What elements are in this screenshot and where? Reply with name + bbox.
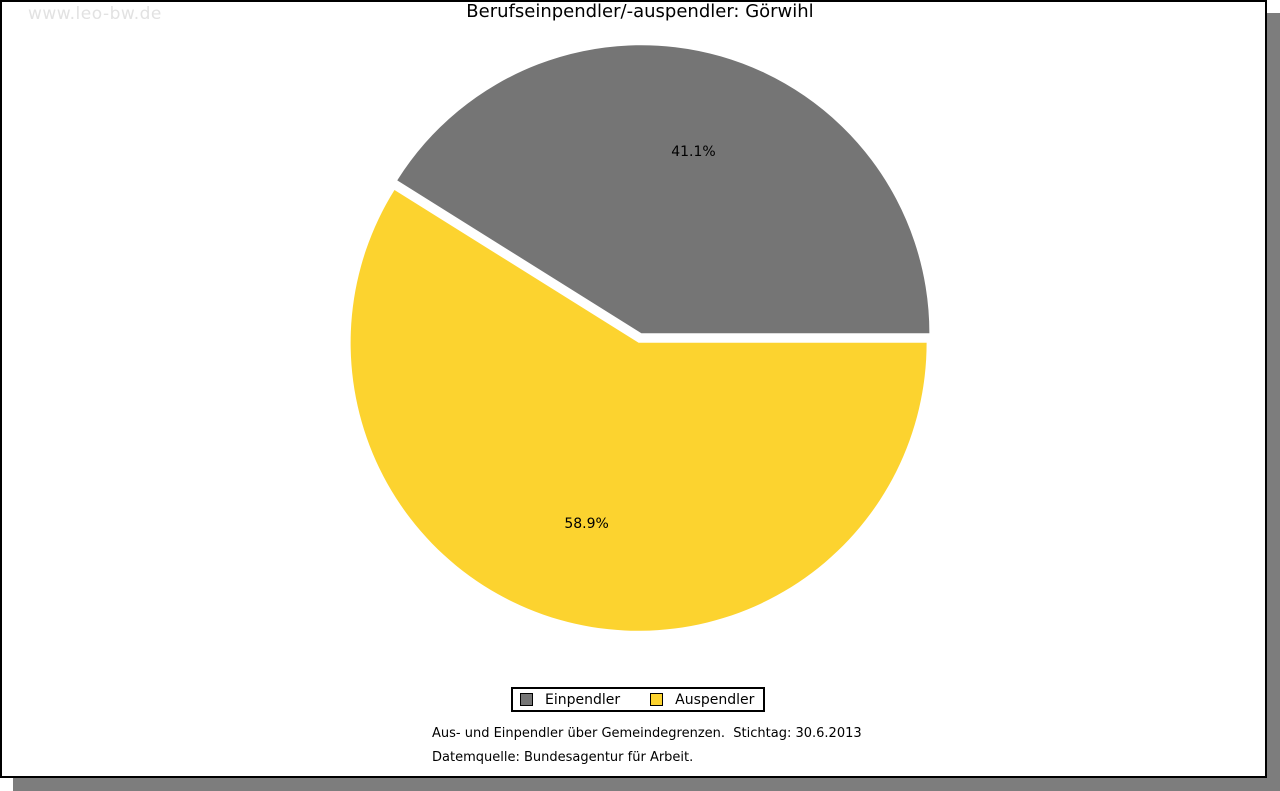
- pie-slice-percent-label-einpendler: 41.1%: [671, 144, 715, 160]
- legend-label-auspendler: Auspendler: [675, 691, 755, 708]
- chart-title: Berufseinpendler/-auspendler: Görwihl: [466, 1, 814, 22]
- legend-swatch-einpendler: [520, 693, 533, 706]
- pie-slice-einpendler: [397, 45, 930, 334]
- pie-slice-auspendler: [350, 190, 927, 631]
- legend-item-auspendler: Auspendler: [650, 692, 754, 708]
- legend-label-einpendler: Einpendler: [545, 691, 621, 708]
- legend-swatch-auspendler: [650, 693, 664, 706]
- legend-item-einpendler: Einpendler: [520, 692, 620, 708]
- footnote-source-line-1: Aus- und Einpendler über Gemeindegrenzen…: [432, 726, 862, 741]
- legend: Einpendler Auspendler: [511, 687, 766, 712]
- footnote-source-line-2: Datemquelle: Bundesagentur für Arbeit.: [432, 750, 694, 765]
- pie-slice-percent-label-auspendler: 58.9%: [564, 516, 608, 532]
- watermark-leo-bw: www.leo-bw.de: [28, 4, 162, 24]
